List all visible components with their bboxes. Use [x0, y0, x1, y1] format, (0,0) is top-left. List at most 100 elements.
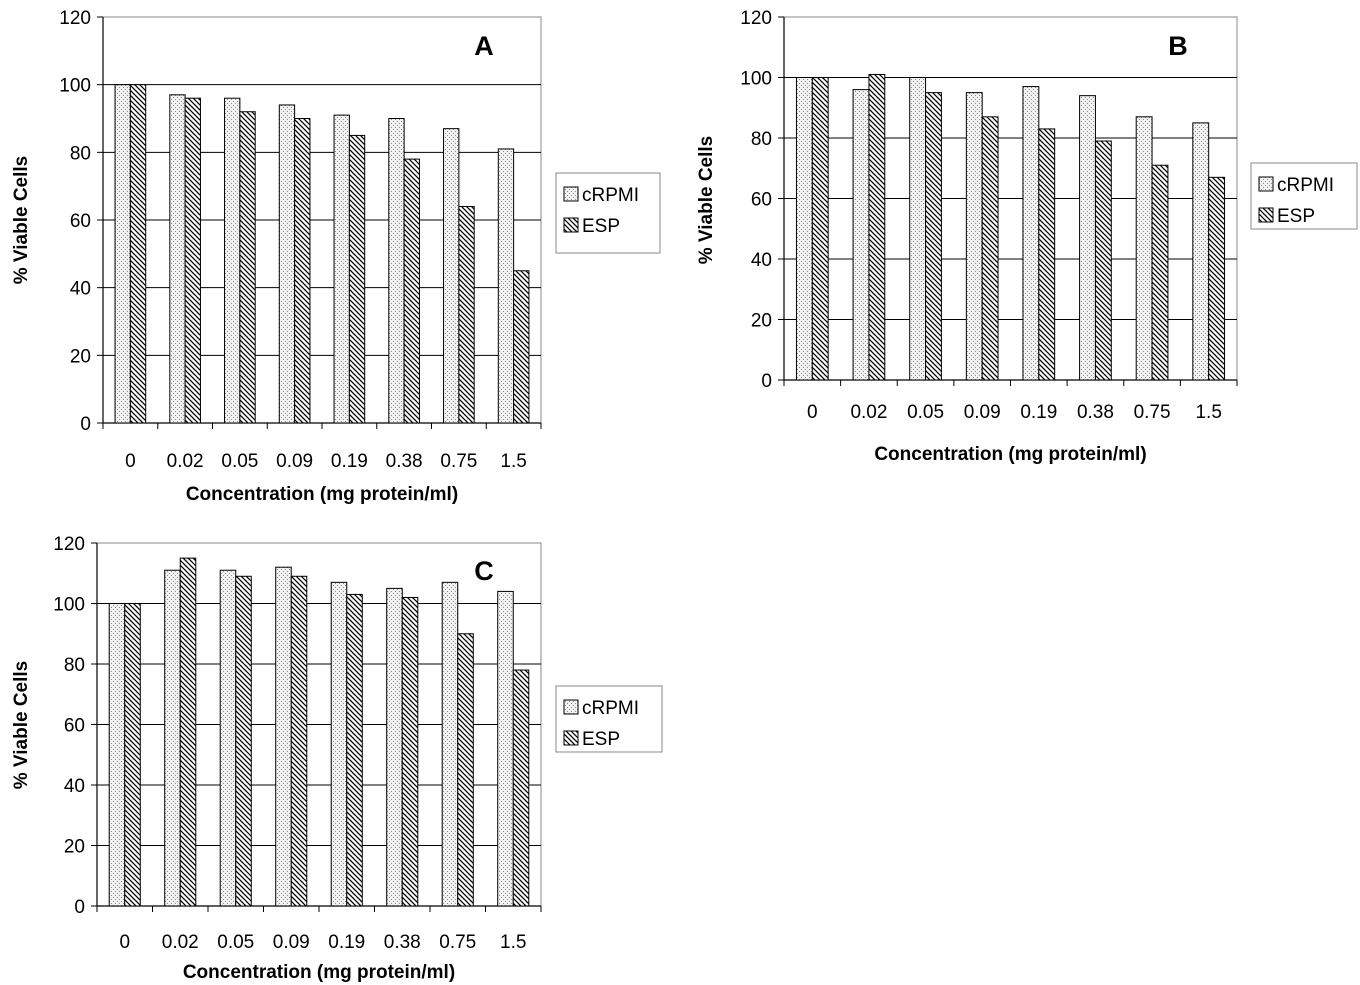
y-tick-label: 0 [80, 414, 91, 435]
y-tick-label: 120 [53, 534, 85, 555]
x-tick-label: 1.5 [1195, 402, 1221, 423]
bar-esp-0.05 [925, 92, 942, 381]
y-tick-label: 80 [64, 655, 85, 676]
bar-crpmi-1.5 [1192, 122, 1210, 381]
bar-crpmi-0.05 [909, 77, 927, 381]
x-tick-label: 0.05 [217, 932, 254, 953]
x-axis-title: Concentration (mg protein/ml) [186, 484, 458, 505]
x-tick-label: 1.5 [500, 451, 526, 472]
x-tick-label: 0.19 [328, 932, 365, 953]
x-tick-label: 0.02 [850, 402, 887, 423]
bar-crpmi-0.05 [224, 97, 241, 424]
x-tick-label: 0 [119, 932, 130, 953]
bar-esp-0.38 [403, 158, 420, 424]
x-tick-label: 0.09 [964, 402, 1001, 423]
bar-esp-0.19 [346, 593, 363, 907]
bar-crpmi-0.05 [219, 569, 237, 907]
bar-crpmi-0.02 [169, 94, 186, 424]
bar-crpmi-0.19 [333, 114, 350, 424]
bar-crpmi-0 [114, 84, 131, 424]
bar-crpmi-0.38 [1079, 95, 1096, 381]
x-tick-label: 0.09 [273, 932, 310, 953]
bar-esp-0.38 [1094, 140, 1112, 381]
bar-crpmi-0.75 [443, 128, 460, 424]
y-tick-label: 40 [64, 776, 85, 797]
y-tick-label: 80 [751, 129, 772, 150]
y-tick-label: 120 [59, 8, 91, 29]
chart-panel-a: 0 20 40 60 80 100 120 0 0.02 0.05 0.09 0.19 0.38 0.75… [11, 8, 661, 505]
legend-label-esp: ESP [582, 729, 620, 750]
bar-crpmi-0.02 [852, 89, 870, 381]
legend-label-crpmi: cRPMI [1277, 175, 1334, 196]
x-tick-label: 0.38 [384, 932, 421, 953]
x-tick-label: 0.19 [331, 451, 368, 472]
x-tick-label: 0.75 [440, 451, 477, 472]
bar-esp-0.19 [348, 134, 366, 424]
y-tick-label: 100 [740, 69, 772, 90]
y-tick-label: 40 [70, 279, 91, 300]
y-tick-label: 20 [64, 837, 85, 858]
bar-crpmi-1.5 [497, 148, 515, 424]
bar-esp-1.5 [513, 270, 530, 424]
x-tick-label: 0.75 [1134, 402, 1171, 423]
bar-crpmi-0.09 [965, 92, 983, 381]
bar-esp-0.05 [235, 575, 252, 907]
panel-label: C [474, 556, 494, 586]
x-axis-title: Concentration (mg protein/ml) [874, 444, 1146, 465]
x-tick-label: 0.09 [276, 451, 313, 472]
y-tick-label: 20 [70, 346, 91, 367]
y-tick-label: 40 [751, 250, 772, 271]
legend-label-esp: ESP [1277, 206, 1315, 227]
y-axis-title: % Viable Cells [11, 156, 32, 285]
legend: cRPMI ESP [555, 172, 661, 254]
y-tick-label: 80 [70, 143, 91, 164]
bar-esp-1.5 [512, 669, 530, 907]
y-tick-label: 60 [70, 211, 91, 232]
chart-panel-b: 0 20 40 60 80 100 120 0 0.02 0.05 0.09 0.19 0.38 0.75… [696, 8, 1358, 465]
bar-crpmi-0.75 [441, 581, 459, 907]
panel-label: B [1168, 31, 1188, 61]
legend-label-esp: ESP [582, 216, 620, 237]
bar-esp-0.02 [184, 97, 201, 424]
x-tick-label: 0.02 [162, 932, 199, 953]
bar-crpmi-0.19 [330, 581, 348, 907]
bar-esp-0.09 [981, 116, 999, 381]
y-tick-label: 60 [751, 190, 772, 211]
legend-swatch-esp [1258, 207, 1274, 223]
y-tick-label: 0 [761, 371, 772, 392]
bar-crpmi-0.19 [1022, 86, 1040, 381]
bar-crpmi-0.09 [278, 104, 296, 424]
x-tick-label: 0.05 [907, 402, 944, 423]
bar-esp-0 [811, 77, 829, 381]
bar-crpmi-1.5 [497, 590, 514, 907]
bar-esp-0 [124, 603, 141, 907]
y-axis-title: % Viable Cells [11, 661, 32, 790]
x-tick-label: 0.38 [386, 451, 423, 472]
legend-label-crpmi: cRPMI [582, 698, 639, 719]
y-tick-label: 100 [59, 76, 91, 97]
bar-esp-0.75 [1151, 164, 1169, 381]
x-tick-label: 0 [125, 451, 136, 472]
bar-crpmi-0 [795, 77, 813, 381]
panel-label: A [474, 31, 494, 61]
bar-esp-0 [129, 84, 147, 424]
bar-crpmi-0.02 [164, 569, 181, 907]
bar-esp-0.02 [179, 557, 197, 907]
bar-esp-0.09 [290, 575, 308, 907]
legend-swatch-crpmi [563, 699, 579, 715]
bar-esp-0.02 [868, 73, 886, 381]
legend-swatch-esp [563, 730, 579, 746]
legend-label-crpmi: cRPMI [582, 185, 639, 206]
bar-esp-0.38 [401, 596, 419, 907]
x-tick-label: 0.75 [439, 932, 476, 953]
y-tick-label: 120 [740, 8, 772, 29]
x-tick-label: 0.19 [1020, 402, 1057, 423]
bar-esp-0.19 [1038, 128, 1056, 381]
chart-panel-c: 0 20 40 60 80 100 120 0 0.02 0.05 0.09 0.19 0.38 0.75… [11, 534, 663, 983]
bar-crpmi-0.75 [1135, 116, 1153, 381]
y-tick-label: 100 [53, 595, 85, 616]
bar-esp-0.75 [457, 633, 474, 907]
bar-crpmi-0.38 [388, 118, 405, 424]
legend: cRPMI ESP [555, 685, 663, 753]
